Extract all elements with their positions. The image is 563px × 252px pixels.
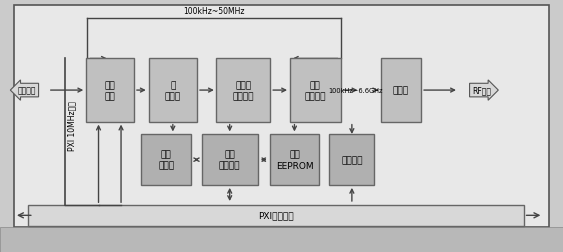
FancyBboxPatch shape [86, 59, 134, 122]
FancyBboxPatch shape [270, 135, 319, 185]
Text: 参考时钟: 参考时钟 [18, 86, 36, 95]
FancyBboxPatch shape [381, 59, 421, 122]
Text: 电源调节: 电源调节 [341, 155, 363, 165]
FancyBboxPatch shape [329, 135, 374, 185]
Text: 时钟
电路: 时钟 电路 [104, 81, 115, 101]
Text: 除法器
和乘法器: 除法器 和乘法器 [233, 81, 254, 101]
FancyBboxPatch shape [149, 59, 197, 122]
Text: 衰减器: 衰减器 [393, 86, 409, 95]
Text: PXI背板总线: PXI背板总线 [258, 211, 294, 220]
FancyBboxPatch shape [14, 6, 549, 227]
Text: 100kHz~50MHz: 100kHz~50MHz [183, 7, 245, 16]
Text: 温度
传感器: 温度 传感器 [158, 150, 174, 170]
FancyBboxPatch shape [202, 135, 258, 185]
FancyBboxPatch shape [141, 135, 191, 185]
FancyBboxPatch shape [290, 59, 341, 122]
Text: 主
综合器: 主 综合器 [165, 81, 181, 101]
FancyBboxPatch shape [216, 59, 270, 122]
Text: 自动
电平控制: 自动 电平控制 [305, 81, 326, 101]
Text: 100kHz~6.6GHz: 100kHz~6.6GHz [329, 88, 383, 94]
Text: PXI 10MHz时钟: PXI 10MHz时钟 [67, 101, 76, 151]
FancyBboxPatch shape [0, 227, 563, 252]
Text: RF输出: RF输出 [472, 86, 491, 95]
Text: 校准
EEPROM: 校准 EEPROM [276, 150, 313, 170]
FancyBboxPatch shape [28, 205, 524, 226]
Text: 系统
控制单元: 系统 控制单元 [219, 150, 240, 170]
